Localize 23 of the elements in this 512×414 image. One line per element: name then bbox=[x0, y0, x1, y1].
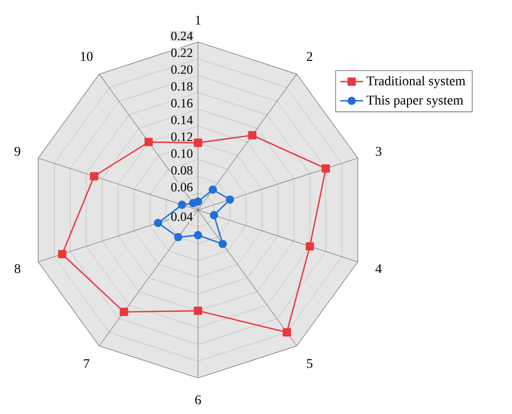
spoke-label: 5 bbox=[307, 359, 312, 368]
spoke-label: 7 bbox=[84, 359, 90, 368]
y-tick-label: 0.22 bbox=[171, 48, 192, 58]
y-tick-label: 0.18 bbox=[171, 82, 192, 91]
spoke-label: 8 bbox=[14, 264, 20, 274]
y-tick-label: 0.06 bbox=[171, 182, 193, 192]
y-tick-label: 0.16 bbox=[171, 98, 193, 108]
spoke-label: 6 bbox=[195, 395, 201, 404]
y-tick-label: 0.04 bbox=[171, 212, 193, 221]
legend-label: This paper system bbox=[366, 95, 464, 108]
spoke-label: 4 bbox=[375, 264, 382, 274]
spoke-label: 9 bbox=[14, 146, 20, 156]
legend-label: Traditional system bbox=[366, 76, 466, 88]
y-tick-label: 0.08 bbox=[171, 166, 192, 175]
y-tick-label: 0.20 bbox=[171, 65, 192, 74]
y-tick-label: 0.10 bbox=[171, 149, 192, 158]
y-tick-label: 0.14 bbox=[171, 116, 193, 124]
y-tick-label: 0.12 bbox=[171, 132, 192, 142]
spoke-label: 1 bbox=[196, 16, 201, 25]
y-tick-label: 0.24 bbox=[171, 32, 193, 40]
spoke-label: 10 bbox=[80, 52, 93, 61]
spoke-label: 2 bbox=[306, 52, 312, 61]
spoke-label: 3 bbox=[376, 146, 382, 156]
